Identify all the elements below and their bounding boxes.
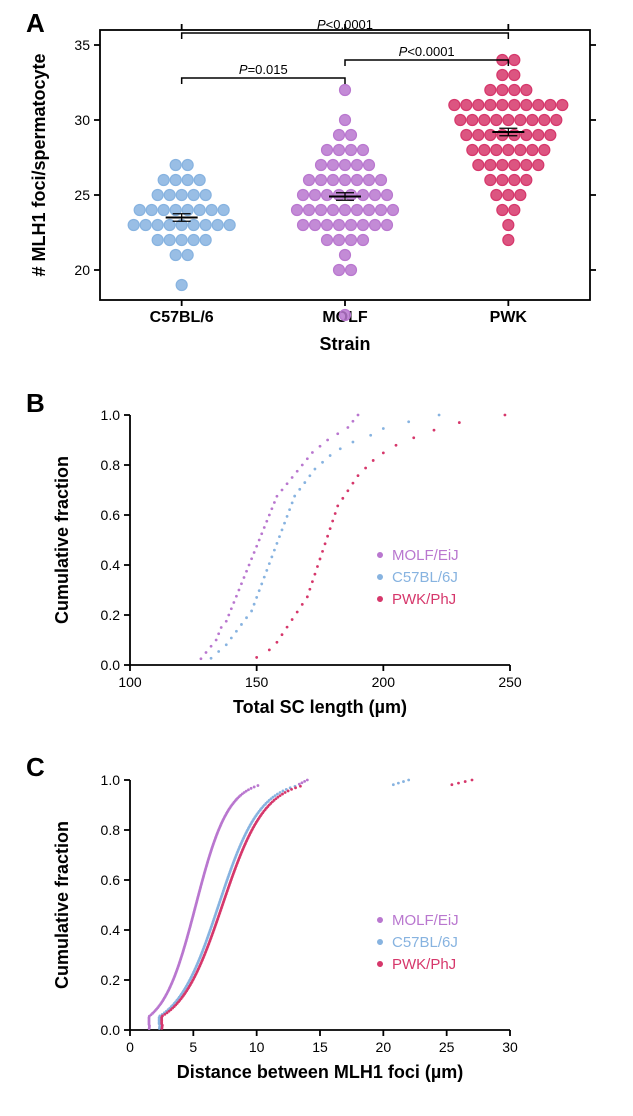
svg-text:MOLF/EiJ: MOLF/EiJ bbox=[392, 912, 459, 929]
svg-text:0.6: 0.6 bbox=[101, 872, 121, 888]
svg-text:150: 150 bbox=[245, 674, 269, 690]
svg-text:MOLF/EiJ: MOLF/EiJ bbox=[392, 547, 459, 564]
svg-text:15: 15 bbox=[312, 1039, 328, 1055]
svg-text:20: 20 bbox=[74, 262, 90, 278]
svg-text:1.0: 1.0 bbox=[101, 772, 121, 788]
svg-text:C57BL/6J: C57BL/6J bbox=[392, 569, 458, 586]
svg-text:Cumulative fraction: Cumulative fraction bbox=[52, 456, 72, 624]
svg-text:1.0: 1.0 bbox=[101, 407, 121, 423]
svg-text:C57BL/6: C57BL/6 bbox=[150, 309, 214, 326]
svg-text:Cumulative fraction: Cumulative fraction bbox=[52, 821, 72, 989]
svg-text:100: 100 bbox=[118, 674, 142, 690]
svg-text:# MLH1 foci/spermatocyte: # MLH1 foci/spermatocyte bbox=[29, 53, 49, 276]
svg-text:Total SC length (µm): Total SC length (µm) bbox=[233, 697, 407, 717]
svg-text:5: 5 bbox=[189, 1039, 197, 1055]
svg-text:PWK: PWK bbox=[490, 309, 528, 326]
svg-text:0: 0 bbox=[126, 1039, 134, 1055]
svg-text:25: 25 bbox=[439, 1039, 455, 1055]
svg-text:0.8: 0.8 bbox=[101, 822, 121, 838]
svg-text:0.4: 0.4 bbox=[101, 922, 121, 938]
svg-text:250: 250 bbox=[498, 674, 522, 690]
svg-text:P<0.0001: P<0.0001 bbox=[399, 44, 455, 59]
svg-text:0.4: 0.4 bbox=[101, 557, 121, 573]
panel-a-chart: 20253035C57BL/6MOLFPWKStrain# MLH1 foci/… bbox=[0, 10, 633, 370]
svg-text:Strain: Strain bbox=[319, 334, 370, 354]
svg-text:0.6: 0.6 bbox=[101, 507, 121, 523]
svg-text:0.0: 0.0 bbox=[101, 657, 121, 673]
svg-text:0.2: 0.2 bbox=[101, 607, 121, 623]
svg-text:10: 10 bbox=[249, 1039, 265, 1055]
svg-text:0.0: 0.0 bbox=[101, 1022, 121, 1038]
panel-b-chart: 100 150 200 250 0.0 0.2 0.4 0.6 0.8 1.0 Total SC l… bbox=[0, 395, 633, 735]
svg-text:0.2: 0.2 bbox=[101, 972, 121, 988]
svg-text:30: 30 bbox=[502, 1039, 518, 1055]
svg-text:30: 30 bbox=[74, 112, 90, 128]
svg-text:25: 25 bbox=[74, 187, 90, 203]
svg-text:PWK/PhJ: PWK/PhJ bbox=[392, 956, 456, 973]
figure-container: A 20253035C57BL/6MOLFPWKStrain# MLH1 foc… bbox=[0, 0, 633, 1116]
svg-text:20: 20 bbox=[376, 1039, 392, 1055]
panel-c-chart: 0 5 10 15 20 25 30 0.0 0.2 0.4 0.6 0.8 1.0 Distance b… bbox=[0, 760, 633, 1110]
svg-text:P=0.015: P=0.015 bbox=[239, 62, 288, 77]
svg-text:35: 35 bbox=[74, 37, 90, 53]
svg-text:P<0.0001: P<0.0001 bbox=[317, 17, 373, 32]
svg-text:0.8: 0.8 bbox=[101, 457, 121, 473]
svg-text:C57BL/6J: C57BL/6J bbox=[392, 934, 458, 951]
svg-text:PWK/PhJ: PWK/PhJ bbox=[392, 591, 456, 608]
svg-text:200: 200 bbox=[372, 674, 396, 690]
svg-text:Distance between MLH1 foci (µm: Distance between MLH1 foci (µm) bbox=[177, 1062, 463, 1082]
